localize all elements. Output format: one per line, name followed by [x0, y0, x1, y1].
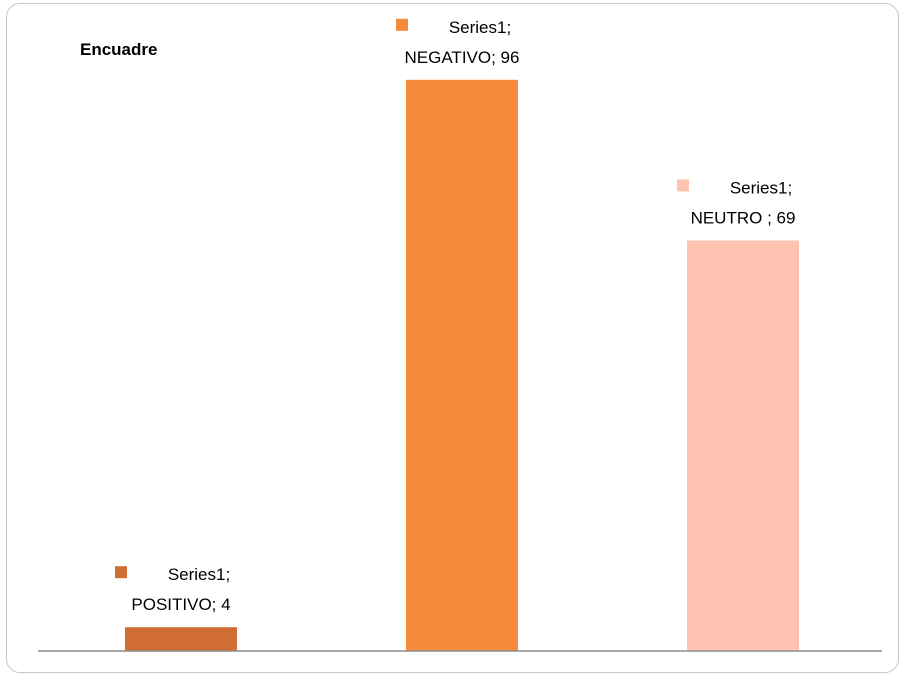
data-label-series-negativo: Series1; [449, 18, 511, 37]
bars-group [125, 79, 799, 652]
data-label-value-neutro: NEUTRO ; 69 [691, 208, 796, 227]
data-label-key-negativo [396, 18, 408, 31]
data-label-series-positivo: Series1; [168, 565, 230, 584]
data-label-key-positivo [115, 566, 127, 579]
data-label-value-negativo: NEGATIVO; 96 [405, 48, 520, 67]
data-label-value-positivo: POSITIVO; 4 [131, 595, 230, 614]
bar-positivo [125, 627, 237, 651]
bar-neutro [687, 240, 799, 651]
data-label-key-neutro [677, 179, 689, 192]
bar-negativo [406, 79, 518, 652]
chart-title: Encuadre [80, 40, 158, 59]
data-label-series-neutro: Series1; [730, 178, 792, 197]
data-labels-group: Series1; POSITIVO; 4 Series1; NEGATIVO; 96 S… [115, 18, 795, 614]
